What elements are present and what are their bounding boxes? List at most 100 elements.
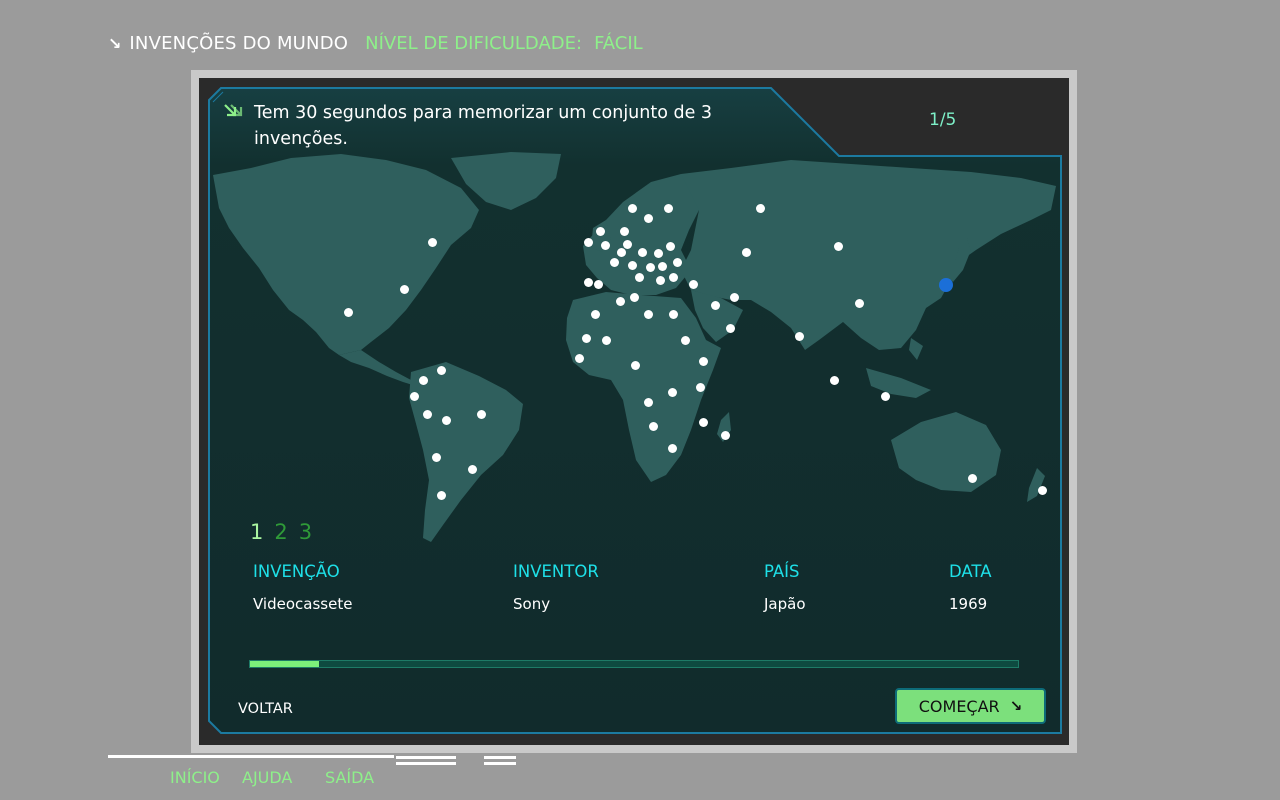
map-pin[interactable] [343, 307, 353, 317]
header-inventor: INVENTOR [513, 562, 599, 581]
map-pin[interactable] [643, 309, 653, 319]
footer-decoration [108, 755, 516, 765]
map-pin[interactable] [431, 452, 441, 462]
map-pin[interactable] [667, 443, 677, 453]
map-pin[interactable] [755, 203, 765, 213]
map-pin[interactable] [854, 298, 864, 308]
top-header: ↘ INVENÇÕES DO MUNDO NÍVEL DE DIFICULDAD… [108, 30, 643, 56]
map-pin[interactable] [829, 375, 839, 385]
map-pin-active[interactable] [939, 278, 953, 292]
map-pin[interactable] [741, 247, 751, 257]
map-pin[interactable] [600, 240, 610, 250]
map-pin[interactable] [725, 323, 735, 333]
header-country: PAÍS [764, 562, 800, 581]
app-title: INVENÇÕES DO MUNDO [129, 32, 349, 54]
map-pin[interactable] [615, 296, 625, 306]
map-pin[interactable] [648, 421, 658, 431]
map-pin[interactable] [616, 247, 626, 257]
map-pin[interactable] [476, 409, 486, 419]
map-pin[interactable] [583, 237, 593, 247]
map-pin[interactable] [710, 300, 720, 310]
map-pin[interactable] [627, 260, 637, 270]
map-pin[interactable] [619, 226, 629, 236]
map-pin[interactable] [467, 464, 477, 474]
timer-progress-fill [250, 661, 320, 667]
north-america-shape [213, 154, 479, 355]
map-pin[interactable] [688, 279, 698, 289]
map-pin[interactable] [967, 473, 977, 483]
double-arrow-icon [224, 104, 243, 117]
japan-shape [947, 238, 971, 282]
value-inventor: Sony [513, 595, 551, 613]
map-pin[interactable] [645, 262, 655, 272]
map-pin[interactable] [590, 309, 600, 319]
map-pin[interactable] [695, 382, 705, 392]
timer-progress-bar [249, 660, 1019, 668]
map-pin[interactable] [655, 275, 665, 285]
map-pin[interactable] [436, 490, 446, 500]
map-pin[interactable] [583, 277, 593, 287]
map-pin[interactable] [609, 257, 619, 267]
nav-help[interactable]: AJUDA [242, 768, 293, 787]
page-number-1[interactable]: 1 [250, 520, 264, 544]
map-pin[interactable] [593, 279, 603, 289]
map-pin[interactable] [698, 356, 708, 366]
map-pin[interactable] [672, 257, 682, 267]
map-pin[interactable] [422, 409, 432, 419]
map-pin[interactable] [653, 248, 663, 258]
map-pin[interactable] [663, 203, 673, 213]
map-pin[interactable] [680, 335, 690, 345]
map-pin[interactable] [668, 272, 678, 282]
map-pin[interactable] [720, 430, 730, 440]
difficulty-label: NÍVEL DE DIFICULDADE: [365, 32, 583, 54]
south-america-shape [409, 362, 523, 542]
map-pin[interactable] [581, 333, 591, 343]
map-pin[interactable] [637, 247, 647, 257]
map-pin[interactable] [833, 241, 843, 251]
value-country: Japão [764, 595, 806, 613]
map-pin[interactable] [627, 203, 637, 213]
map-pin[interactable] [427, 237, 437, 247]
world-map [211, 150, 1061, 549]
map-pin[interactable] [880, 391, 890, 401]
map-pin[interactable] [643, 397, 653, 407]
map-pin[interactable] [629, 292, 639, 302]
map-pin[interactable] [601, 335, 611, 345]
back-button[interactable]: VOLTAR [238, 701, 293, 717]
map-pin[interactable] [794, 331, 804, 341]
map-pin[interactable] [630, 360, 640, 370]
map-pin[interactable] [665, 241, 675, 251]
map-pin[interactable] [698, 417, 708, 427]
southeast-asia-islands-shape [866, 368, 931, 398]
map-pin[interactable] [667, 387, 677, 397]
page-number-3[interactable]: 3 [298, 520, 313, 544]
page-number-2[interactable]: 2 [274, 520, 288, 544]
map-pin[interactable] [729, 292, 739, 302]
value-invention: Videocassete [253, 595, 353, 613]
map-pin[interactable] [657, 261, 667, 271]
start-button[interactable]: COMEÇAR ↘ [895, 688, 1046, 724]
map-pin[interactable] [441, 415, 451, 425]
header-invention: INVENÇÃO [253, 562, 340, 581]
nav-exit[interactable]: SAÍDA [325, 768, 375, 787]
map-pin[interactable] [595, 226, 605, 236]
nav-home[interactable]: INÍCIO [170, 768, 220, 787]
map-pin[interactable] [622, 239, 632, 249]
round-counter: 1/5 [929, 110, 957, 130]
new-zealand-shape [1027, 468, 1045, 502]
arrow-down-right-icon: ↘ [108, 33, 122, 53]
instruction-text: Tem 30 segundos para memorizar um conjun… [254, 103, 713, 149]
map-pin[interactable] [1037, 485, 1047, 495]
map-pin[interactable] [409, 391, 419, 401]
asia-shape [681, 160, 1056, 350]
map-pin[interactable] [643, 213, 653, 223]
arrow-down-right-icon: ↘ [1009, 697, 1023, 715]
map-pin[interactable] [574, 353, 584, 363]
greenland-shape [451, 152, 561, 210]
map-pin[interactable] [634, 272, 644, 282]
map-pin[interactable] [436, 365, 446, 375]
map-pin[interactable] [418, 375, 428, 385]
map-pin[interactable] [399, 284, 409, 294]
australia-shape [891, 412, 1001, 492]
map-pin[interactable] [668, 309, 678, 319]
